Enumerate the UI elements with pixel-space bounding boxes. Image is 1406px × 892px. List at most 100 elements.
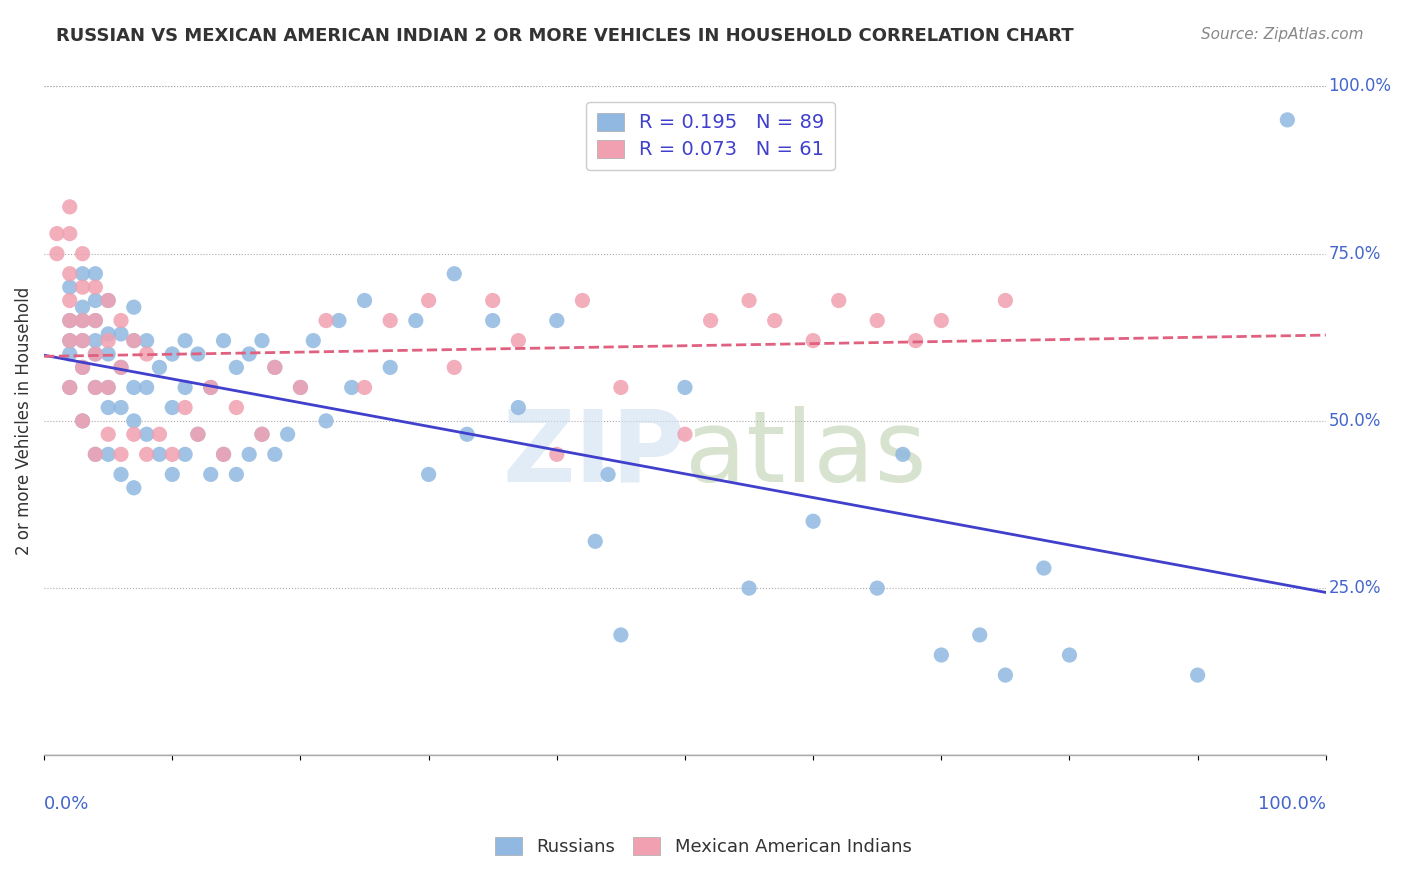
Text: RUSSIAN VS MEXICAN AMERICAN INDIAN 2 OR MORE VEHICLES IN HOUSEHOLD CORRELATION C: RUSSIAN VS MEXICAN AMERICAN INDIAN 2 OR … [56, 27, 1074, 45]
Point [225, 467, 247, 482]
Point [122, 380, 145, 394]
Y-axis label: 2 or more Vehicles in Household: 2 or more Vehicles in Household [15, 286, 32, 555]
Point [277, 427, 299, 442]
Point [994, 668, 1017, 682]
Point [302, 334, 325, 348]
Point [891, 447, 914, 461]
Point [174, 334, 197, 348]
Text: atlas: atlas [685, 406, 927, 503]
Point [225, 360, 247, 375]
Point [174, 401, 197, 415]
Point [225, 401, 247, 415]
Point [380, 360, 402, 375]
Point [828, 293, 851, 308]
Point [405, 313, 427, 327]
Point [84, 280, 107, 294]
Point [738, 581, 761, 595]
Point [596, 467, 619, 482]
Point [380, 313, 402, 327]
Point [122, 334, 145, 348]
Point [72, 300, 94, 314]
Point [135, 447, 157, 461]
Legend: R = 0.195   N = 89, R = 0.073   N = 61: R = 0.195 N = 89, R = 0.073 N = 61 [586, 103, 835, 169]
Point [72, 360, 94, 375]
Point [148, 360, 170, 375]
Point [97, 293, 120, 308]
Legend: Russians, Mexican American Indians: Russians, Mexican American Indians [485, 828, 921, 865]
Point [97, 380, 120, 394]
Point [418, 293, 440, 308]
Point [353, 380, 375, 394]
Point [187, 427, 209, 442]
Point [110, 326, 132, 341]
Point [59, 293, 82, 308]
Point [250, 427, 273, 442]
Point [84, 313, 107, 327]
Point [84, 380, 107, 394]
Point [59, 280, 82, 294]
Point [84, 347, 107, 361]
Point [610, 628, 633, 642]
Point [456, 427, 478, 442]
Point [238, 347, 260, 361]
Point [1059, 648, 1081, 662]
Point [122, 334, 145, 348]
Point [673, 427, 696, 442]
Point [290, 380, 312, 394]
Point [546, 447, 568, 461]
Point [546, 313, 568, 327]
Text: 0.0%: 0.0% [44, 796, 90, 814]
Point [97, 380, 120, 394]
Point [801, 514, 824, 528]
Point [328, 313, 350, 327]
Point [866, 581, 889, 595]
Point [72, 267, 94, 281]
Point [59, 227, 82, 241]
Point [801, 334, 824, 348]
Point [174, 380, 197, 394]
Point [148, 447, 170, 461]
Point [97, 427, 120, 442]
Point [763, 313, 786, 327]
Point [250, 427, 273, 442]
Point [122, 300, 145, 314]
Point [315, 313, 337, 327]
Point [110, 467, 132, 482]
Point [59, 313, 82, 327]
Point [929, 313, 952, 327]
Point [571, 293, 593, 308]
Text: 25.0%: 25.0% [1329, 579, 1381, 597]
Point [263, 447, 285, 461]
Point [59, 267, 82, 281]
Point [59, 380, 82, 394]
Point [84, 447, 107, 461]
Point [162, 467, 184, 482]
Point [162, 347, 184, 361]
Point [97, 326, 120, 341]
Point [508, 334, 530, 348]
Point [200, 380, 222, 394]
Point [200, 467, 222, 482]
Point [72, 313, 94, 327]
Point [1032, 561, 1054, 575]
Point [263, 360, 285, 375]
Point [263, 360, 285, 375]
Point [110, 360, 132, 375]
Point [162, 447, 184, 461]
Point [110, 313, 132, 327]
Point [135, 380, 157, 394]
Point [673, 380, 696, 394]
Point [481, 293, 503, 308]
Point [187, 427, 209, 442]
Point [72, 414, 94, 428]
Point [97, 334, 120, 348]
Point [866, 313, 889, 327]
Point [84, 447, 107, 461]
Point [699, 313, 721, 327]
Point [148, 427, 170, 442]
Point [250, 334, 273, 348]
Point [110, 360, 132, 375]
Point [97, 401, 120, 415]
Point [84, 334, 107, 348]
Point [187, 347, 209, 361]
